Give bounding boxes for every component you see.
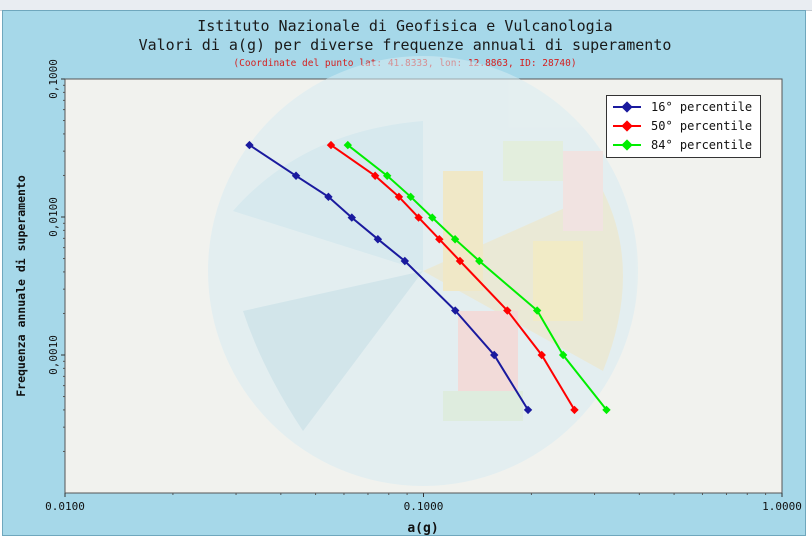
y-tick-label: 0,0010 — [47, 335, 60, 375]
series-point-1 — [435, 235, 444, 244]
series-point-1 — [394, 192, 404, 202]
series-group — [245, 140, 611, 415]
series-point-2 — [475, 256, 484, 266]
series-point-0 — [324, 192, 333, 202]
x-tick-label: 1.0000 — [762, 500, 802, 513]
x-tick-label: 0.0100 — [45, 500, 85, 513]
series-point-2 — [428, 213, 437, 222]
series-point-0 — [490, 350, 499, 360]
chart-svg: 0.0100 0.1000 1.0000 0,0010 0,0100 0,1000 a(g… — [14, 56, 802, 536]
y-axis-title: Frequenza annuale di superamento — [14, 175, 28, 397]
series-point-2 — [450, 235, 460, 244]
series-point-1 — [570, 405, 579, 415]
legend-item-50: 50° percentile — [611, 117, 752, 135]
chart-frame: Istituto Nazionale di Geofisica e Vulcan… — [2, 10, 806, 536]
series-point-0 — [523, 405, 533, 415]
series-point-0 — [373, 235, 383, 244]
series-point-2 — [343, 140, 353, 150]
series-point-1 — [326, 140, 336, 150]
legend-label-50: 50° percentile — [651, 119, 753, 133]
series-point-0 — [347, 213, 357, 222]
series-point-1 — [503, 306, 512, 315]
series-point-0 — [291, 171, 301, 180]
legend-item-84: 84° percentile — [611, 136, 752, 154]
legend-label-16: 16° percentile — [651, 100, 753, 114]
series-point-2 — [406, 192, 415, 202]
x-axis-title: a(g) — [407, 521, 438, 536]
series-point-2 — [558, 350, 568, 360]
legend-label-84: 84° percentile — [651, 138, 753, 152]
series-point-2 — [382, 171, 392, 180]
axis-ticks: 0.0100 0.1000 1.0000 0,0010 0,0100 0,1000 — [45, 59, 802, 513]
x-tick-label: 0.1000 — [404, 500, 444, 513]
y-tick-label: 0,1000 — [47, 59, 60, 99]
ingv-watermark-logo — [208, 56, 638, 486]
series-point-2 — [532, 306, 542, 315]
y-tick-label: 0,0100 — [47, 197, 60, 237]
series-point-1 — [414, 213, 423, 222]
series-point-0 — [245, 140, 254, 150]
series-point-1 — [455, 256, 465, 266]
series-point-0 — [400, 256, 410, 266]
series-point-2 — [602, 405, 611, 415]
legend-item-16: 16° percentile — [611, 98, 752, 116]
series-point-0 — [451, 306, 460, 315]
series-point-1 — [370, 171, 380, 180]
chart-legend: 16° percentile 50° percentile 84° percen… — [606, 95, 761, 158]
chart-title-line1: Istituto Nazionale di Geofisica e Vulcan… — [197, 17, 613, 35]
series-point-1 — [537, 350, 546, 360]
chart-title-line2: Valori di a(g) per diverse frequenze ann… — [138, 36, 672, 54]
